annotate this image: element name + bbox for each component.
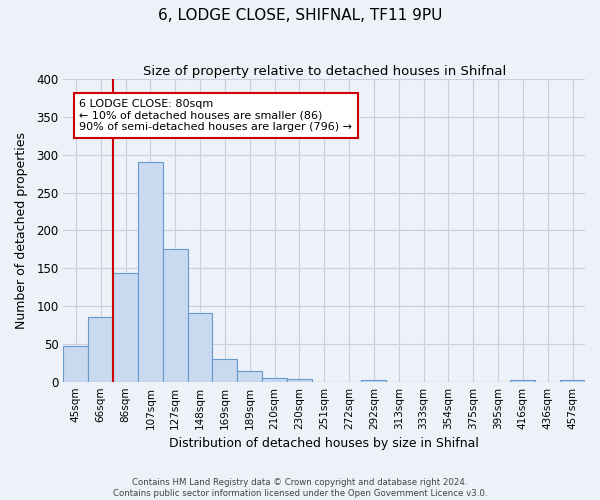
- Bar: [212, 359, 237, 382]
- Bar: [188, 313, 212, 382]
- Bar: [511, 380, 535, 382]
- Text: Contains HM Land Registry data © Crown copyright and database right 2024.
Contai: Contains HM Land Registry data © Crown c…: [113, 478, 487, 498]
- Bar: [138, 162, 163, 382]
- Title: Size of property relative to detached houses in Shifnal: Size of property relative to detached ho…: [143, 65, 506, 78]
- Bar: [287, 380, 312, 382]
- Y-axis label: Number of detached properties: Number of detached properties: [15, 132, 28, 329]
- Bar: [361, 380, 386, 382]
- Bar: [88, 316, 113, 382]
- Bar: [560, 380, 585, 382]
- Bar: [262, 378, 287, 382]
- Text: 6, LODGE CLOSE, SHIFNAL, TF11 9PU: 6, LODGE CLOSE, SHIFNAL, TF11 9PU: [158, 8, 442, 22]
- Bar: [163, 248, 188, 382]
- Bar: [64, 346, 88, 382]
- Bar: [237, 371, 262, 382]
- Text: 6 LODGE CLOSE: 80sqm
← 10% of detached houses are smaller (86)
90% of semi-detac: 6 LODGE CLOSE: 80sqm ← 10% of detached h…: [79, 99, 352, 132]
- Bar: [113, 273, 138, 382]
- X-axis label: Distribution of detached houses by size in Shifnal: Distribution of detached houses by size …: [169, 437, 479, 450]
